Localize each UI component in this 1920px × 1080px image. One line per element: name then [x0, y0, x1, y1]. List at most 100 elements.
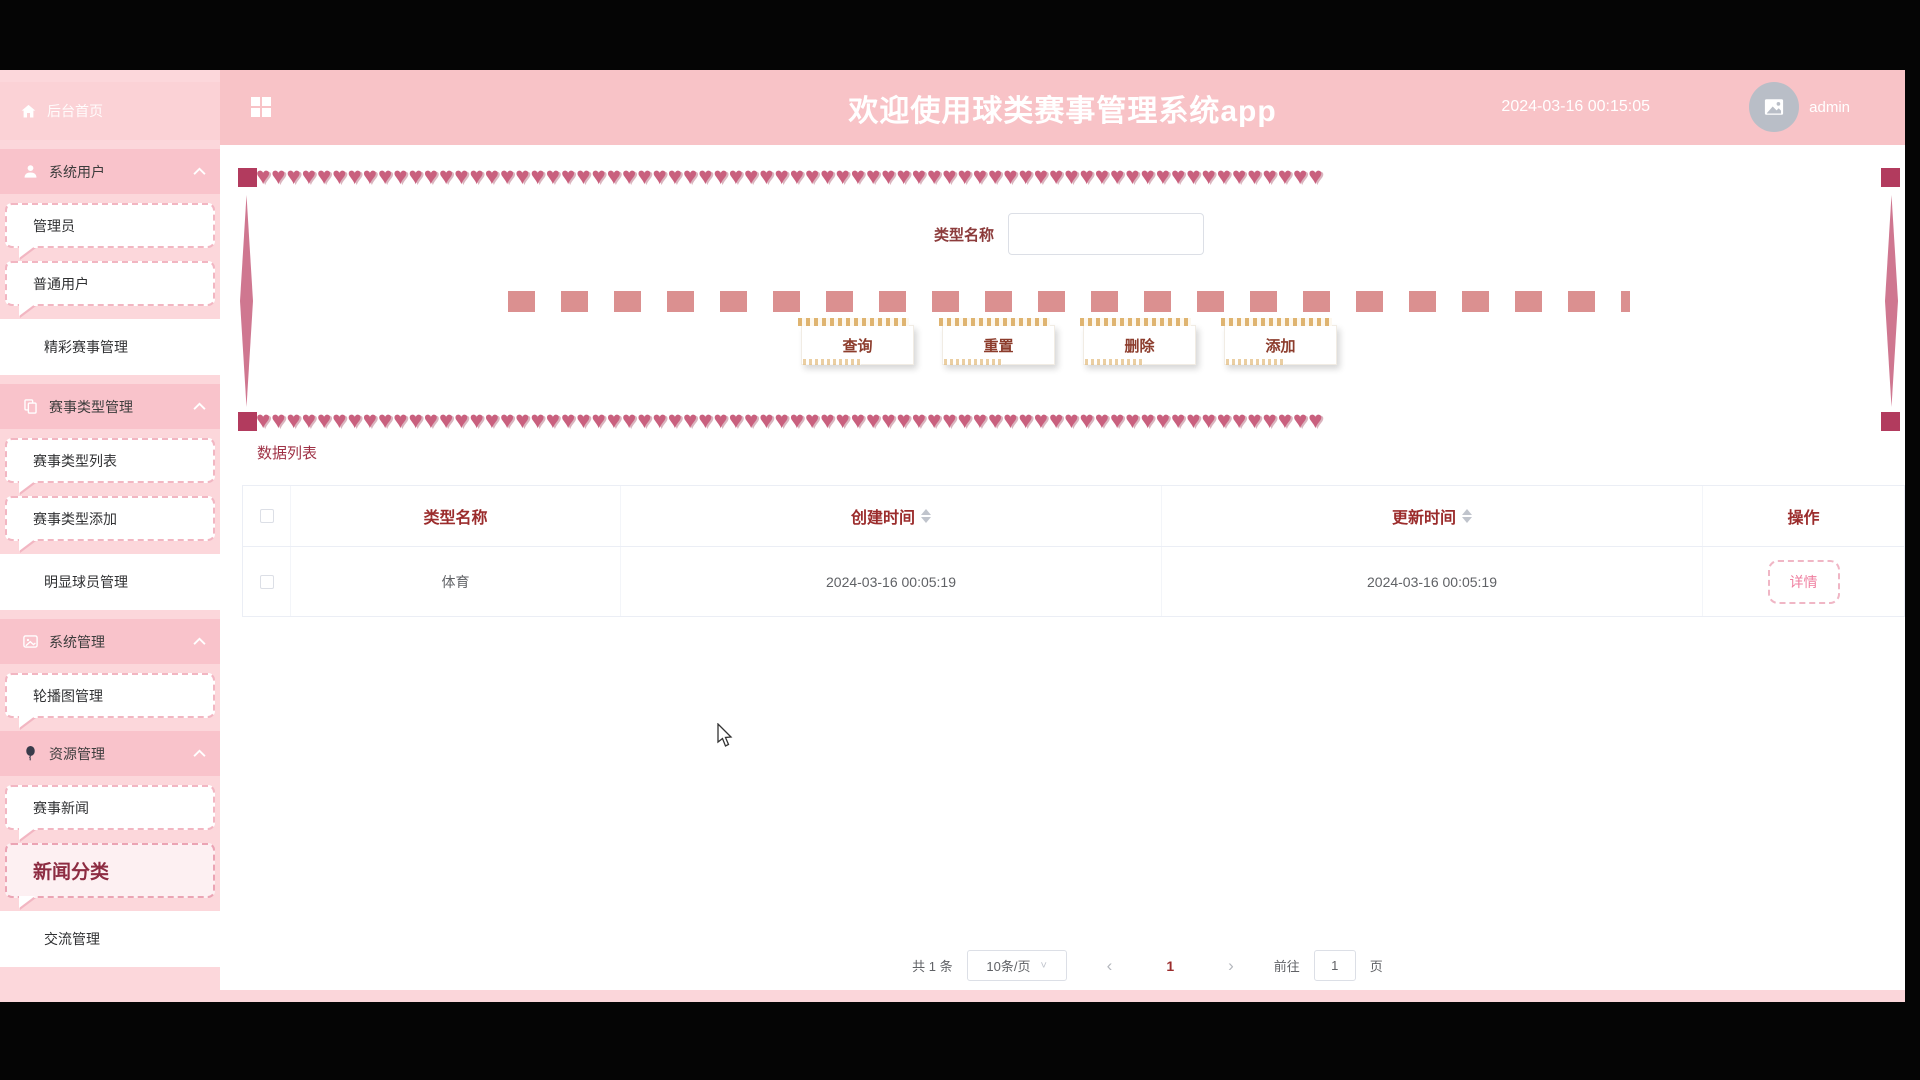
square-divider: [508, 291, 1630, 312]
pagination: 共 1 条 10条/页 ˅ ‹ 1 › 前往 页: [220, 950, 1905, 981]
topbar: 欢迎使用球类赛事管理系统app 2024-03-16 00:15:05 admi…: [220, 70, 1905, 145]
sidebar-item-news-category-active[interactable]: 新闻分类: [5, 843, 215, 898]
detail-button[interactable]: 详情: [1767, 559, 1840, 604]
datetime: 2024-03-16 00:15:05: [1501, 98, 1650, 115]
heart-border-top: ♥♥♥♥♥♥♥♥♥♥♥♥♥♥♥♥♥♥♥♥♥♥♥♥♥♥♥♥♥♥♥♥♥♥♥♥♥♥♥♥…: [256, 165, 1324, 190]
sidebar-item-event-news[interactable]: 赛事新闻: [5, 785, 215, 830]
image-icon: [23, 635, 38, 648]
cell-type-name: 体育: [291, 547, 621, 616]
user-icon: [24, 165, 37, 178]
search-panel: ♥♥♥♥♥♥♥♥♥♥♥♥♥♥♥♥♥♥♥♥♥♥♥♥♥♥♥♥♥♥♥♥♥♥♥♥♥♥♥♥…: [238, 165, 1900, 435]
sidebar: 后台首页 系统用户 管理员 普通用户 精彩赛事管理: [0, 70, 220, 1002]
sidebar-item-admins[interactable]: 管理员: [5, 203, 215, 248]
delete-button[interactable]: 删除: [1080, 318, 1196, 365]
prev-page-button[interactable]: ‹: [1106, 955, 1113, 975]
sidebar-group-event-type[interactable]: 赛事类型管理: [0, 384, 220, 429]
sidebar-group-system-management[interactable]: 系统管理: [0, 619, 220, 664]
cell-updated-time: 2024-03-16 00:05:19: [1162, 547, 1703, 616]
home-icon: [21, 104, 36, 117]
toolbar: 查询 重置 删除 添加: [238, 318, 1900, 365]
sidebar-item-label: 明显球员管理: [44, 574, 128, 590]
sidebar-item-label: 赛事新闻: [33, 799, 89, 816]
select-all-cell: [243, 486, 291, 546]
app-window: 后台首页 系统用户 管理员 普通用户 精彩赛事管理: [0, 70, 1905, 1002]
sidebar-item-event-type-list[interactable]: 赛事类型列表: [5, 438, 215, 483]
sidebar-item-label: 后台首页: [47, 103, 103, 119]
grid-menu-icon[interactable]: [250, 96, 272, 118]
sidebar-group-system-users[interactable]: 系统用户: [0, 149, 220, 194]
reset-button[interactable]: 重置: [939, 318, 1055, 365]
page-unit-label: 页: [1369, 959, 1383, 974]
row-checkbox[interactable]: [259, 574, 274, 589]
sidebar-item-carousel-management[interactable]: 轮播图管理: [5, 673, 215, 718]
documents-icon: [24, 399, 37, 414]
sort-carets-icon[interactable]: [1462, 509, 1472, 523]
sidebar-item-label: 精彩赛事管理: [44, 339, 128, 355]
sidebar-item-label: 赛事类型列表: [33, 452, 117, 469]
total-count: 共 1 条: [912, 959, 953, 974]
column-header-created[interactable]: 创建时间: [621, 486, 1162, 546]
sidebar-item-label: 轮播图管理: [33, 687, 103, 704]
user-menu[interactable]: admin: [1749, 82, 1850, 132]
sidebar-item-label: 新闻分类: [33, 862, 110, 883]
column-header-type-name: 类型名称: [291, 486, 621, 546]
username: admin: [1809, 98, 1850, 116]
sort-carets-icon[interactable]: [921, 509, 931, 523]
mouse-cursor: [717, 723, 733, 747]
sidebar-group-label: 系统用户: [49, 163, 105, 180]
add-button[interactable]: 添加: [1221, 318, 1337, 365]
heart-border-bottom: ♥♥♥♥♥♥♥♥♥♥♥♥♥♥♥♥♥♥♥♥♥♥♥♥♥♥♥♥♥♥♥♥♥♥♥♥♥♥♥♥…: [256, 409, 1324, 434]
balloon-icon: [26, 745, 35, 761]
column-header-updated[interactable]: 更新时间: [1162, 486, 1703, 546]
select-all-checkbox[interactable]: [259, 509, 274, 523]
chevron-down-icon: ˅: [1040, 959, 1047, 972]
sidebar-item-label: 赛事类型添加: [33, 510, 117, 527]
search-button[interactable]: 查询: [798, 318, 914, 365]
sidebar-item-player-management[interactable]: 明显球员管理: [0, 554, 220, 610]
sidebar-item-label: 交流管理: [44, 931, 100, 947]
corner-diamond: [238, 168, 257, 187]
list-section-title: 数据列表: [257, 445, 318, 462]
next-page-button[interactable]: ›: [1228, 955, 1234, 975]
photo-icon: [1765, 99, 1784, 115]
sidebar-item-event-type-add[interactable]: 赛事类型添加: [5, 496, 215, 541]
page-size-select[interactable]: 10条/页 ˅: [966, 950, 1067, 981]
page-title: 欢迎使用球类赛事管理系统app: [848, 94, 1277, 128]
spindle-border-left: [240, 195, 253, 407]
data-table: 类型名称 创建时间 更新时间 操: [242, 485, 1905, 617]
main-content: ♥♥♥♥♥♥♥♥♥♥♥♥♥♥♥♥♥♥♥♥♥♥♥♥♥♥♥♥♥♥♥♥♥♥♥♥♥♥♥♥…: [220, 145, 1905, 1002]
current-page[interactable]: 1: [1166, 957, 1175, 974]
search-field-label: 类型名称: [933, 226, 994, 244]
goto-page-input[interactable]: [1313, 950, 1356, 981]
chevron-up-icon: [193, 749, 206, 757]
cell-created-time: 2024-03-16 00:05:19: [621, 547, 1162, 616]
chevron-up-icon: [193, 637, 206, 645]
sidebar-item-home[interactable]: 后台首页: [0, 82, 220, 140]
sidebar-item-label: 普通用户: [33, 275, 89, 292]
footer-strip: [220, 990, 1905, 1002]
table-row: 体育 2024-03-16 00:05:19 2024-03-16 00:05:…: [243, 547, 1904, 617]
cell-actions: 详情: [1703, 547, 1904, 616]
sidebar-item-event-management[interactable]: 精彩赛事管理: [0, 319, 220, 375]
chevron-up-icon: [193, 402, 206, 410]
sidebar-group-label: 赛事类型管理: [49, 398, 133, 415]
sidebar-item-label: 管理员: [33, 217, 75, 234]
sidebar-group-resource-management[interactable]: 资源管理: [0, 731, 220, 776]
row-select-cell: [243, 547, 291, 616]
sidebar-group-label: 系统管理: [49, 633, 105, 650]
table-header-row: 类型名称 创建时间 更新时间 操: [243, 486, 1904, 547]
goto-label: 前往: [1273, 959, 1300, 974]
corner-diamond: [238, 412, 257, 431]
column-header-actions: 操作: [1787, 510, 1820, 527]
avatar: [1749, 82, 1800, 132]
sidebar-group-label: 资源管理: [49, 745, 105, 762]
search-form: 类型名称: [238, 213, 1900, 255]
type-name-input[interactable]: [1008, 213, 1204, 255]
sidebar-item-communication-management[interactable]: 交流管理: [0, 911, 220, 967]
corner-diamond: [1881, 168, 1900, 187]
corner-diamond: [1881, 412, 1900, 431]
sidebar-item-ordinary-users[interactable]: 普通用户: [5, 261, 215, 306]
chevron-up-icon: [193, 167, 206, 175]
spindle-border-right: [1885, 195, 1898, 407]
